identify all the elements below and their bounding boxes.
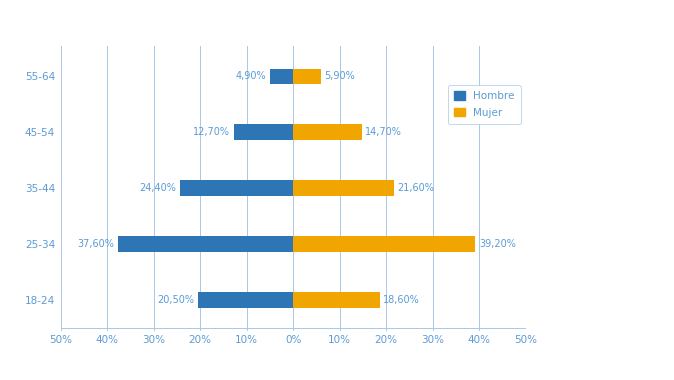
Bar [198, 292, 293, 308]
Text: 4,90%: 4,90% [236, 71, 267, 81]
Bar [293, 236, 475, 252]
Bar [180, 180, 293, 196]
Text: 20,50%: 20,50% [157, 295, 194, 305]
Bar [293, 180, 394, 196]
Legend: Hombre, Mujer: Hombre, Mujer [448, 85, 520, 124]
Text: 39,20%: 39,20% [479, 239, 516, 249]
Text: 12,70%: 12,70% [193, 127, 231, 137]
Text: 21,60%: 21,60% [398, 183, 434, 193]
Bar [119, 236, 293, 252]
Bar [234, 124, 293, 140]
Bar [270, 68, 293, 84]
Text: 14,70%: 14,70% [365, 127, 402, 137]
Text: 18,60%: 18,60% [384, 295, 420, 305]
Text: 24,40%: 24,40% [139, 183, 176, 193]
Bar [293, 68, 321, 84]
Text: 5,90%: 5,90% [324, 71, 355, 81]
Bar [293, 292, 379, 308]
Bar [293, 124, 361, 140]
Text: 37,60%: 37,60% [78, 239, 115, 249]
